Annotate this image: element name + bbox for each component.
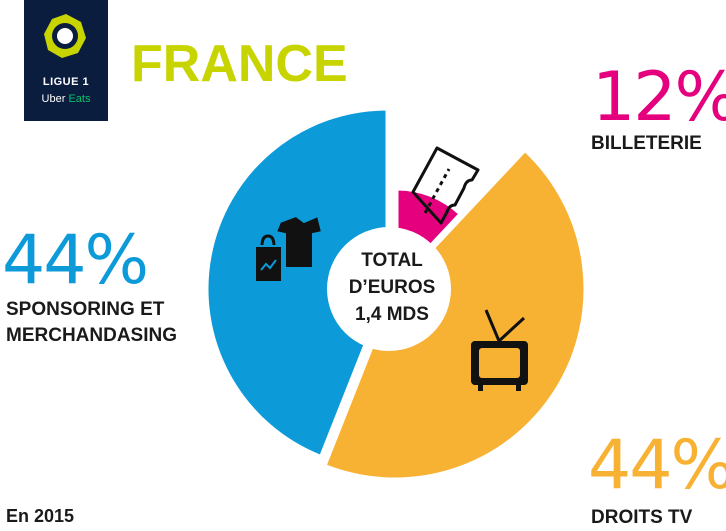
tv-icon (471, 309, 528, 391)
logo-text-ligue1: LIGUE 1 (42, 76, 90, 88)
label-sponsoring-line2: MERCHANDASING (6, 325, 177, 346)
country-title: FRANCE (131, 35, 348, 93)
pct-droits-tv: 44% (588, 426, 726, 505)
merchandise-icon (254, 214, 324, 283)
center-line-3: 1,4 MDS (355, 304, 429, 325)
pie-slice-sponsoring-et-merchandasing (205, 107, 389, 459)
label-sponsoring: SPONSORING ET MERCHANDASING (6, 297, 177, 349)
pie-slice-droits-tv (323, 148, 587, 481)
ligue1-logo: LIGUE 1 Uber Eats (24, 0, 108, 121)
label-billeterie: BILLETERIE (591, 133, 702, 154)
center-hole (327, 227, 451, 351)
label-sponsoring-line1: SPONSORING ET (6, 299, 165, 320)
label-droits-tv: DROITS TV (591, 507, 693, 528)
pct-sponsoring: 44% (2, 221, 149, 300)
ticket-icon (411, 146, 480, 225)
ligue1-emblem-icon (44, 14, 86, 58)
center-line-1: TOTAL (361, 250, 423, 271)
logo-text-ubereats: Uber Eats (24, 93, 108, 105)
logo-text-eats: Eats (68, 93, 91, 105)
pct-billeterie: 12% (592, 58, 726, 137)
footnote-year: En 2015 (6, 506, 75, 526)
center-line-2: D’EUROS (348, 277, 436, 298)
logo-text-uber: Uber (41, 93, 66, 105)
center-total-label: TOTAL D’EUROS 1,4 MDS (327, 247, 457, 328)
